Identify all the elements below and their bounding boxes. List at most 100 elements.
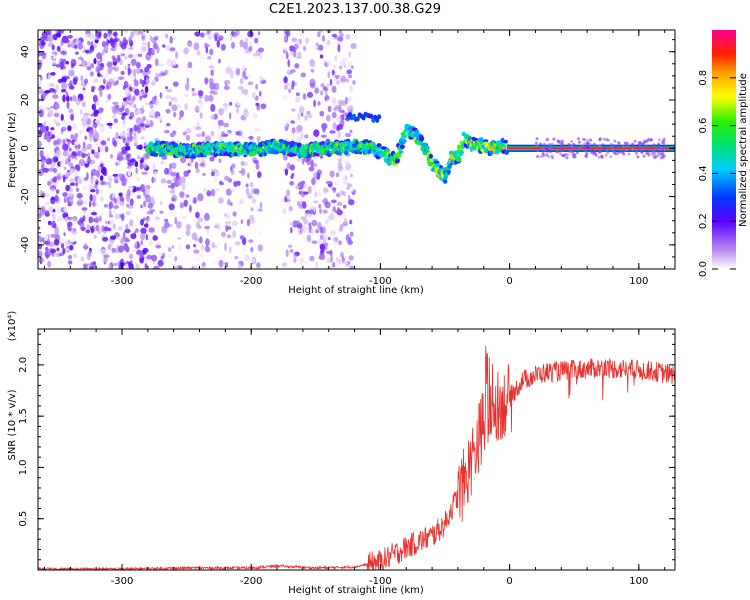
spectrogram-tone-speckle <box>584 154 588 158</box>
spectrogram-noise-blob <box>129 198 134 207</box>
spectrogram-noise-blob <box>195 167 200 174</box>
spectrogram-noise-blob <box>112 107 119 115</box>
spectrogram-noise-blob <box>191 232 198 241</box>
spectrogram-noise-blob <box>122 85 126 91</box>
spectrogram-noise-blob <box>184 93 189 98</box>
spectrogram-noise-blob <box>124 145 131 151</box>
spectrogram-noise-blob <box>68 69 75 77</box>
spectrogram-branch-blob <box>377 114 382 120</box>
spectrogram-noise-blob <box>52 94 59 99</box>
spectrogram-noise-blob <box>214 176 218 183</box>
spectrogram-noise-blob <box>300 112 304 117</box>
spectrogram-noise-blob <box>209 156 215 162</box>
spectrogram-noise-blob <box>347 60 353 69</box>
spectrogram-noise-blob <box>216 242 223 246</box>
spectrogram-noise-blob <box>116 54 121 62</box>
spectrogram-noise-blob <box>204 212 210 221</box>
spectrogram-noise-blob <box>231 220 238 227</box>
spectrogram-noise-blob <box>200 54 205 60</box>
spectrogram-noise-blob <box>224 213 227 217</box>
spectrogram-noise-blob <box>168 203 175 211</box>
spectrogram-noise-blob <box>339 60 346 68</box>
spectrogram-noise-blob <box>236 180 241 186</box>
snr-xtick-label: 0 <box>506 576 512 587</box>
spectrogram-noise-blob <box>149 103 154 109</box>
spectrogram-noise-blob <box>286 162 290 170</box>
spectrogram-xtick-label: -200 <box>240 276 263 287</box>
spectrogram-noise-blob <box>134 241 138 248</box>
spectrogram-noise-blob <box>328 236 331 241</box>
spectrogram-noise-blob <box>87 49 93 54</box>
spectrogram-noise-blob <box>289 222 295 226</box>
spectrogram-tone-speckle <box>545 138 549 142</box>
spectrogram-noise-blob <box>129 129 133 135</box>
spectrogram-noise-blob <box>165 266 171 269</box>
spectrogram-noise-blob <box>299 257 304 264</box>
spectrogram-noise-blob <box>76 58 83 66</box>
spectrogram-noise-blob <box>197 217 204 223</box>
spectrogram-noise-blob <box>60 126 67 132</box>
spectrogram-noise-blob <box>106 81 112 86</box>
spectrogram-noise-blob <box>331 69 335 76</box>
spectrogram-noise-blob <box>67 125 72 132</box>
spectrogram-noise-blob <box>345 33 351 40</box>
spectrogram-noise-blob <box>142 127 146 132</box>
spectrogram-noise-blob <box>244 254 250 262</box>
spectrogram-noise-blob <box>308 166 315 172</box>
spectrogram-noise-blob <box>67 254 73 260</box>
spectrogram-noise-blob <box>189 204 192 213</box>
spectrogram-noise-blob <box>67 224 70 230</box>
spectrogram-noise-blob <box>52 33 58 41</box>
spectrogram-noise-blob <box>140 204 143 209</box>
spectrogram-noise-blob <box>72 78 78 85</box>
spectrogram-noise-blob <box>124 139 131 144</box>
spectrogram-noise-blob <box>54 153 57 157</box>
spectrogram-noise-blob <box>236 101 243 106</box>
spectrogram-noise-blob <box>126 203 130 208</box>
spectrogram-noise-blob <box>229 101 233 106</box>
spectrogram-ridge-blob <box>503 139 508 144</box>
spectrogram-noise-blob <box>159 210 164 214</box>
spectrogram-noise-blob <box>139 163 144 170</box>
spectrogram-noise-blob <box>76 193 83 199</box>
spectrogram-noise-blob <box>119 214 124 219</box>
spectrogram-noise-blob <box>319 54 324 59</box>
spectrogram-tone-speckle <box>636 155 640 159</box>
spectrogram-noise-blob <box>150 195 155 204</box>
spectrogram-noise-blob <box>72 253 78 258</box>
spectrogram-noise-blob <box>319 243 326 251</box>
spectrogram-noise-blob <box>241 88 248 95</box>
spectrogram-noise-blob <box>343 204 347 209</box>
spectrogram-tone-speckle <box>658 138 661 142</box>
spectrogram-noise-blob <box>86 118 89 126</box>
spectrogram-tone-speckle <box>548 146 552 150</box>
spectrogram-noise-blob <box>186 77 189 84</box>
spectrogram-noise-blob <box>196 120 200 129</box>
spectrogram-frame <box>37 29 676 270</box>
spectrogram-tone-speckle <box>593 142 597 146</box>
spectrogram-noise-blob <box>113 176 118 182</box>
spectrogram-noise-blob <box>223 85 230 91</box>
spectrogram-noise-blob <box>185 244 191 250</box>
spectrogram-noise-blob <box>307 114 313 119</box>
spectrogram-noise-blob <box>319 155 324 159</box>
spectrogram-noise-blob <box>63 208 68 212</box>
spectrogram-noise-blob <box>170 182 175 189</box>
spectrogram-noise-blob <box>103 204 108 208</box>
spectrogram-noise-blob <box>52 167 58 174</box>
spectrogram-noise-blob <box>218 197 224 204</box>
spectrogram-tone-speckle <box>551 156 555 160</box>
spectrogram-noise-blob <box>80 217 84 224</box>
spectrogram-noise-blob <box>309 209 315 215</box>
spectrogram-tone-speckle <box>549 149 553 153</box>
spectrogram-noise-blob <box>72 123 77 130</box>
spectrogram-noise-blob <box>70 237 76 243</box>
spectrogram-noise-blob <box>297 51 302 57</box>
spectrogram-noise-blob <box>112 77 118 82</box>
spectrogram-noise-blob <box>295 220 300 225</box>
spectrogram-noise-blob <box>155 119 161 127</box>
spectrogram-noise-blob <box>349 219 353 225</box>
spectrogram-noise-blob <box>313 67 317 72</box>
spectrogram-noise-blob <box>120 53 126 57</box>
spectrogram-noise-blob <box>55 189 60 195</box>
